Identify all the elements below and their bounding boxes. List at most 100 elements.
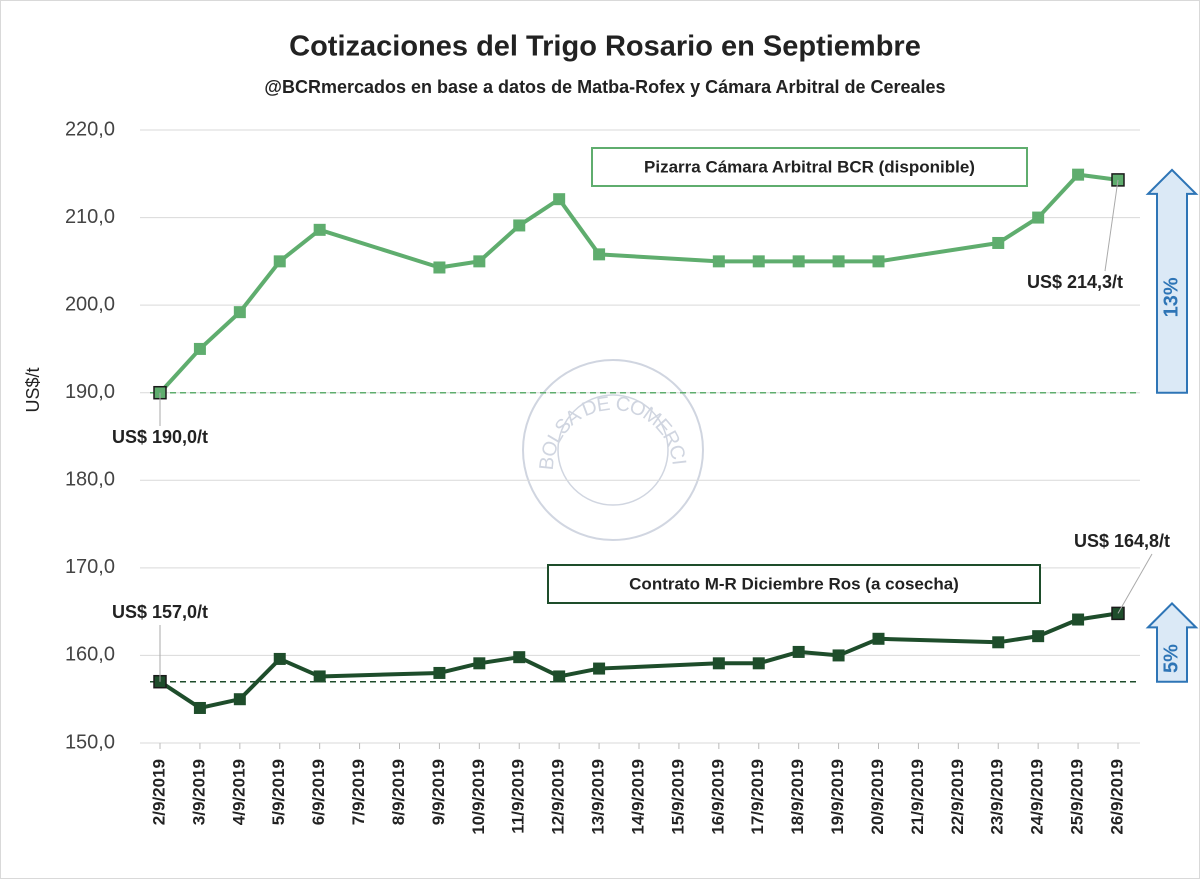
point-marker xyxy=(872,632,885,645)
label-leader xyxy=(1104,179,1119,272)
point-marker xyxy=(1072,613,1085,626)
point-marker xyxy=(832,649,845,662)
y-tick-label: 200,0 xyxy=(65,293,115,315)
change-arrow xyxy=(1145,168,1199,394)
x-tick-label: 20/9/2019 xyxy=(868,759,887,835)
line-segment xyxy=(557,198,601,256)
data-label: US$ 214,3/t xyxy=(1027,272,1123,292)
x-tick-label: 23/9/2019 xyxy=(988,759,1007,835)
line-segment xyxy=(518,655,561,679)
point-marker xyxy=(273,652,286,665)
chart-title: Cotizaciones del Trigo Rosario en Septie… xyxy=(289,31,921,63)
point-marker xyxy=(792,645,805,658)
x-tick-label: 11/9/2019 xyxy=(509,759,528,834)
x-tick-label: 26/9/2019 xyxy=(1107,759,1126,835)
line-segment xyxy=(238,260,282,314)
point-marker xyxy=(992,636,1005,649)
x-tick-label: 16/9/2019 xyxy=(708,759,727,835)
legend-box xyxy=(591,147,1028,187)
y-tick-label: 150,0 xyxy=(65,731,115,753)
x-tick-label: 22/9/2019 xyxy=(948,759,967,835)
point-marker xyxy=(513,219,526,232)
line-segment xyxy=(1036,173,1080,219)
point-marker xyxy=(593,248,606,261)
chart-subtitle: @BCRmercados en base a datos de Matba-Ro… xyxy=(264,77,945,97)
x-tick-label: 25/9/2019 xyxy=(1068,759,1087,835)
point-marker xyxy=(712,255,725,268)
point-marker xyxy=(752,657,765,670)
point-marker xyxy=(712,657,725,670)
point-marker xyxy=(233,306,246,319)
x-tick-label: 24/9/2019 xyxy=(1028,759,1047,835)
line-segment xyxy=(798,649,839,658)
y-tick-label: 170,0 xyxy=(65,556,115,578)
x-tick-label: 18/9/2019 xyxy=(788,759,807,835)
line-segment xyxy=(158,347,202,395)
y-tick-label: 180,0 xyxy=(65,469,115,491)
y-tick-label: 220,0 xyxy=(65,118,115,140)
line-segment xyxy=(598,252,719,264)
x-tick-label: 17/9/2019 xyxy=(748,759,767,835)
line-segment xyxy=(278,228,321,263)
x-tick-label: 19/9/2019 xyxy=(828,759,847,835)
change-label: 5% xyxy=(1160,644,1182,673)
x-tick-label: 12/9/2019 xyxy=(549,759,568,835)
point-marker xyxy=(473,255,486,268)
data-label: US$ 190,0/t xyxy=(112,427,208,447)
point-marker xyxy=(513,651,526,664)
x-tick-label: 5/9/2019 xyxy=(269,759,288,825)
point-marker xyxy=(1032,211,1045,224)
line-segment xyxy=(319,227,441,270)
point-marker xyxy=(433,261,446,274)
data-label: US$ 157,0/t xyxy=(112,602,208,622)
line-segment xyxy=(438,661,480,675)
line-segment xyxy=(878,636,999,645)
x-tick-label: 6/9/2019 xyxy=(309,759,328,825)
line-segment xyxy=(238,657,282,701)
point-marker xyxy=(872,255,885,268)
point-marker xyxy=(553,670,566,683)
x-tick-label: 14/9/2019 xyxy=(628,759,647,835)
point-marker xyxy=(832,255,845,268)
line-segment xyxy=(558,666,600,679)
line-segment xyxy=(997,634,1039,645)
change-label: 13% xyxy=(1160,277,1182,317)
line-segment xyxy=(199,697,241,710)
point-marker xyxy=(752,255,765,268)
y-axis-label: US$/t xyxy=(23,367,43,412)
point-marker xyxy=(313,670,326,683)
point-marker xyxy=(1032,630,1045,643)
x-tick-label: 9/9/2019 xyxy=(429,759,448,825)
line-segment xyxy=(198,310,242,351)
line-segment xyxy=(598,661,719,671)
x-tick-label: 7/9/2019 xyxy=(349,759,368,825)
line-segment xyxy=(319,670,440,679)
point-marker xyxy=(433,666,446,679)
y-tick-label: 190,0 xyxy=(65,381,115,403)
x-tick-label: 8/9/2019 xyxy=(389,759,408,825)
legend-box xyxy=(547,564,1041,604)
line-segment xyxy=(878,240,999,264)
change-arrow xyxy=(1145,601,1199,683)
line-segment xyxy=(439,259,480,270)
legend-label: Pizarra Cámara Arbitral BCR (disponible) xyxy=(644,157,975,176)
label-leader xyxy=(1117,553,1153,614)
x-tick-label: 4/9/2019 xyxy=(229,759,248,825)
line-segment xyxy=(477,223,521,263)
y-tick-label: 210,0 xyxy=(65,206,115,228)
y-tick-label: 160,0 xyxy=(65,644,115,666)
line-segment xyxy=(518,197,561,228)
point-marker xyxy=(1072,168,1085,181)
data-label: US$ 164,8/t xyxy=(1074,531,1170,551)
point-marker xyxy=(593,662,606,675)
x-tick-label: 21/9/2019 xyxy=(908,759,927,835)
point-marker xyxy=(193,342,206,355)
x-tick-label: 2/9/2019 xyxy=(149,759,168,825)
point-marker xyxy=(233,693,246,706)
x-tick-label: 15/9/2019 xyxy=(668,759,687,835)
line-segment xyxy=(758,650,800,666)
line-segment xyxy=(479,655,520,666)
point-marker xyxy=(553,193,566,206)
